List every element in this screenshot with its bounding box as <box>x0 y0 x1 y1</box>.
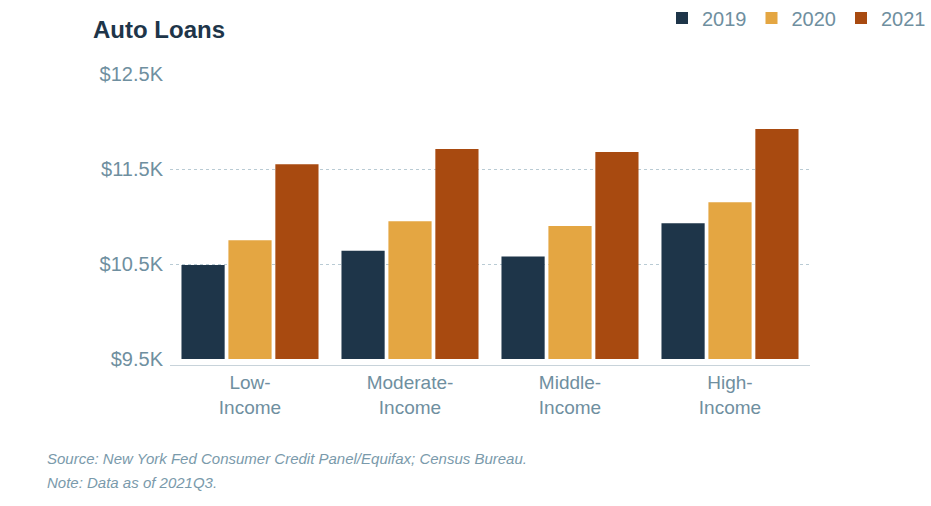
svg-text:2019: 2019 <box>702 8 747 30</box>
svg-text:$11.5K: $11.5K <box>101 158 164 180</box>
svg-text:Source: New York Fed Consumer: Source: New York Fed Consumer Credit Pan… <box>47 450 527 467</box>
svg-text:2021: 2021 <box>881 8 926 30</box>
svg-text:$10.5K: $10.5K <box>100 253 164 275</box>
svg-text:$12.5K: $12.5K <box>100 63 164 85</box>
svg-text:Auto Loans: Auto Loans <box>93 16 225 43</box>
svg-text:2020: 2020 <box>792 8 837 30</box>
svg-text:Note: Data as of 2021Q3.: Note: Data as of 2021Q3. <box>47 474 217 491</box>
svg-text:Low-Income: Low-Income <box>219 372 281 418</box>
svg-text:$9.5K: $9.5K <box>111 348 164 370</box>
svg-text:High-Income: High-Income <box>699 372 761 418</box>
svg-text:Middle-Income: Middle-Income <box>539 372 601 418</box>
svg-text:Moderate-Income: Moderate-Income <box>367 372 454 418</box>
